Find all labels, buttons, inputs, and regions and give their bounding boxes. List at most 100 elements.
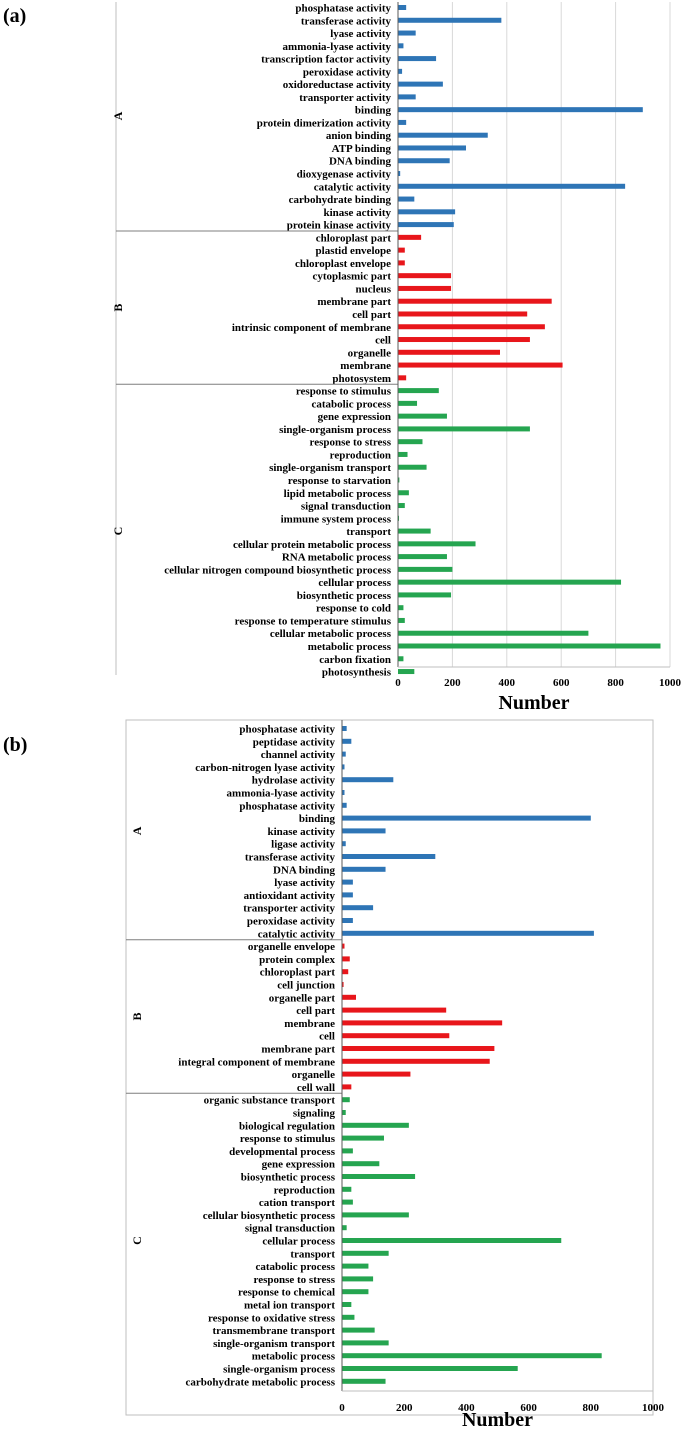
- category-label: transporter activity: [299, 92, 391, 104]
- group-label: A: [111, 111, 125, 120]
- category-label: hydrolase activity: [252, 775, 336, 787]
- bar: [398, 541, 476, 547]
- category-label: single-organism process: [223, 1364, 336, 1376]
- bar: [342, 1148, 353, 1154]
- category-label: biosynthetic process: [241, 1172, 336, 1184]
- category-label: carbon fixation: [319, 654, 391, 666]
- x-tick-label: 200: [444, 677, 461, 689]
- category-label: catalytic activity: [314, 181, 392, 193]
- bar: [342, 841, 346, 847]
- category-label: membrane: [340, 360, 391, 372]
- bar: [342, 1186, 352, 1192]
- bar: [398, 400, 418, 406]
- bar: [398, 656, 404, 662]
- bar: [398, 285, 452, 291]
- category-label: organic substance transport: [204, 1095, 336, 1107]
- bar: [398, 426, 530, 432]
- category-label: kinase activity: [323, 207, 391, 219]
- category-label: chloroplast envelope: [295, 258, 391, 270]
- category-label: transporter activity: [243, 903, 335, 915]
- category-label: single-organism transport: [213, 1338, 335, 1350]
- category-label: DNA binding: [273, 864, 336, 876]
- category-label: protein dimerization activity: [257, 117, 392, 129]
- category-label: gene expression: [318, 411, 391, 423]
- category-label: cell junction: [277, 980, 335, 992]
- x-axis-title: Number: [462, 1409, 533, 1430]
- x-tick-label: 400: [499, 677, 516, 689]
- category-label: binding: [299, 813, 336, 825]
- category-label: transferase activity: [245, 852, 336, 864]
- bar: [342, 777, 394, 783]
- category-label: transmembrane transport: [212, 1325, 335, 1337]
- category-label: cell part: [296, 1005, 335, 1017]
- category-label: signaling: [293, 1108, 336, 1120]
- bar: [398, 337, 530, 343]
- category-label: transferase activity: [301, 15, 392, 27]
- bar: [398, 490, 409, 496]
- category-label: cellular protein metabolic process: [233, 539, 392, 551]
- bar: [342, 1327, 375, 1333]
- x-tick-label: 400: [458, 1402, 475, 1414]
- category-label: membrane part: [261, 1044, 335, 1056]
- bar: [398, 145, 466, 151]
- category-label: immune system process: [281, 513, 392, 525]
- bar: [342, 1225, 347, 1231]
- x-axis-title: Number: [498, 692, 569, 714]
- category-label: signal transduction: [245, 1223, 335, 1235]
- category-label: reproduction: [330, 449, 391, 461]
- bar: [398, 413, 447, 419]
- bar: [342, 1084, 352, 1090]
- category-label: cell part: [352, 309, 391, 321]
- bar: [398, 477, 400, 483]
- category-label: peroxidase activity: [303, 66, 392, 78]
- bar: [342, 1263, 369, 1269]
- category-label: catabolic process: [311, 398, 391, 410]
- category-label: protein complex: [259, 954, 335, 966]
- category-label: phosphatase activity: [239, 724, 335, 736]
- bar: [398, 119, 407, 125]
- bar: [398, 375, 407, 381]
- bar: [342, 956, 350, 962]
- category-label: membrane: [284, 1018, 335, 1030]
- category-label: developmental process: [229, 1146, 336, 1158]
- bar: [342, 1007, 447, 1013]
- category-label: cytoplasmic part: [312, 271, 391, 283]
- category-label: membrane part: [317, 296, 391, 308]
- bar: [398, 17, 502, 23]
- category-label: lyase activity: [330, 28, 391, 40]
- bar: [398, 311, 528, 317]
- bar: [342, 892, 353, 898]
- category-label: lipid metabolic process: [284, 488, 392, 500]
- bar: [398, 579, 622, 585]
- category-label: transport: [346, 526, 391, 538]
- category-label: ATP binding: [332, 143, 392, 155]
- x-tick-label: 600: [520, 1402, 537, 1414]
- bar: [342, 969, 349, 975]
- bar: [398, 566, 453, 572]
- category-label: cation transport: [259, 1197, 335, 1209]
- bar: [398, 298, 552, 304]
- bar: [398, 81, 443, 87]
- x-tick-label: 800: [607, 677, 624, 689]
- bar: [342, 1122, 409, 1128]
- category-label: organelle envelope: [248, 941, 335, 953]
- category-label: metal ion transport: [244, 1300, 335, 1312]
- bar: [342, 764, 345, 770]
- bar: [342, 1199, 353, 1205]
- bar: [398, 43, 404, 49]
- category-label: reproduction: [274, 1184, 335, 1196]
- bar: [342, 866, 386, 872]
- category-label: ammonia-lyase activity: [227, 788, 336, 800]
- bar: [398, 362, 563, 368]
- bar: [342, 1289, 369, 1295]
- bar: [398, 630, 589, 636]
- bar: [342, 1302, 352, 1307]
- bar: [342, 751, 346, 757]
- category-label: cellular metabolic process: [270, 628, 392, 640]
- bar: [398, 605, 404, 611]
- category-label: response to cold: [316, 603, 391, 615]
- category-label: metabolic process: [252, 1351, 336, 1363]
- bar: [342, 1276, 374, 1282]
- category-label: transport: [290, 1248, 335, 1260]
